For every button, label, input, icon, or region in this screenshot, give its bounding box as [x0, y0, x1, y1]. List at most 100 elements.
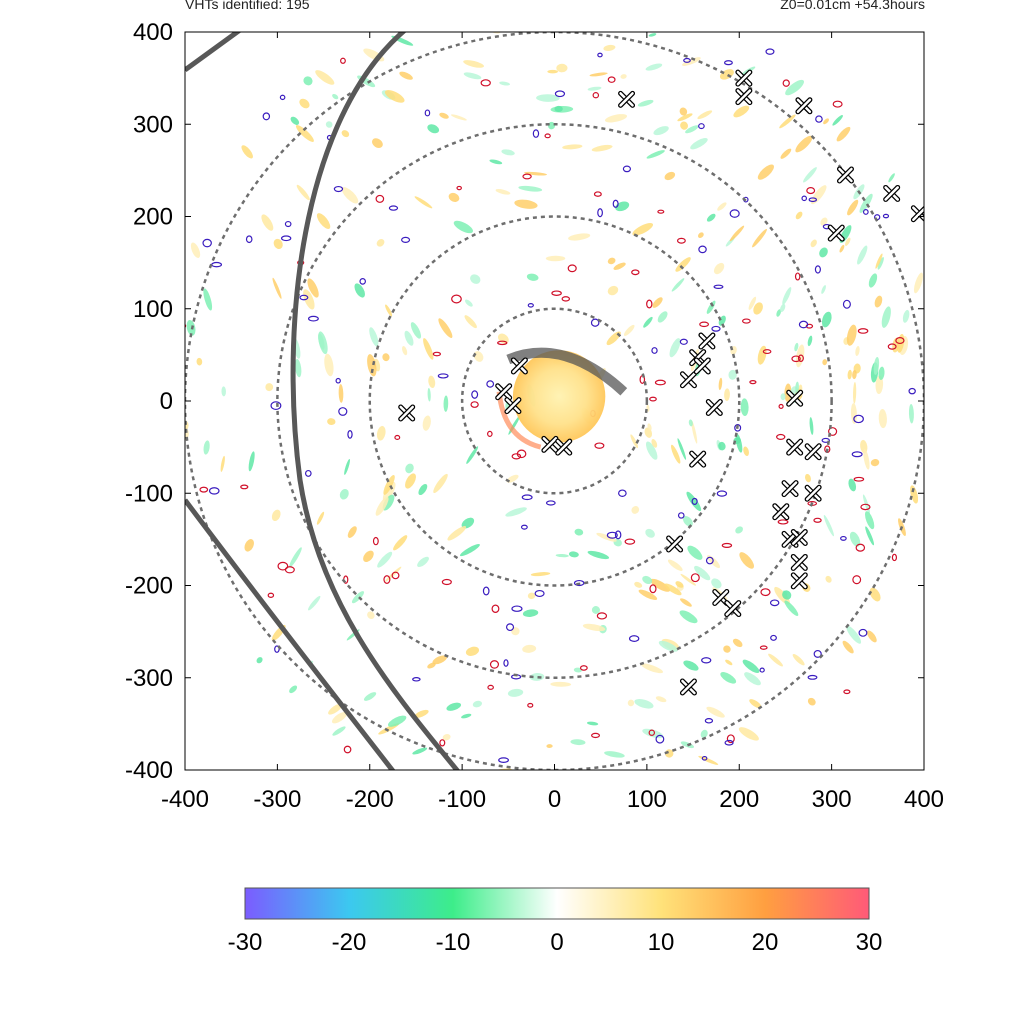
field-blob [256, 657, 263, 664]
vht-marker [883, 184, 901, 202]
contour-cell [498, 757, 509, 763]
field-blob [934, 301, 947, 325]
field-blob [821, 285, 826, 294]
contour-cell [480, 79, 491, 87]
vht-marker-stroke [707, 400, 722, 415]
contour-cell [851, 451, 863, 458]
vht-marker-stroke [736, 70, 752, 86]
contour-cell [657, 209, 665, 214]
field-blob [848, 478, 857, 492]
contour-cell [929, 406, 934, 412]
contour-cell [520, 524, 528, 530]
contour-cell [778, 403, 784, 409]
contour-cell [486, 380, 495, 388]
contour-cell [491, 604, 500, 613]
field-blob [936, 490, 949, 511]
contour-cell [561, 296, 571, 302]
field-blob [682, 516, 693, 527]
field-blob [289, 685, 298, 694]
field-blob [427, 387, 431, 402]
field-blob [603, 44, 616, 51]
field-blob [273, 238, 283, 250]
field-blob [325, 121, 333, 128]
field-blob [399, 71, 413, 80]
contour-cell [185, 323, 187, 328]
vht-marker [910, 205, 924, 223]
contour-cell [280, 235, 292, 242]
vht-marker-stroke [695, 358, 710, 374]
field-blob [372, 138, 383, 148]
vht-marker [618, 90, 636, 108]
field-blob [794, 342, 799, 352]
contour-cell [500, 0, 509, 6]
vht-marker-stroke [787, 439, 802, 455]
field-blob [782, 590, 792, 600]
contour-cell [734, 424, 742, 432]
y-tick-label: -400 [125, 757, 173, 784]
contour-cell [813, 517, 822, 523]
field-blob [203, 288, 213, 311]
colorbar-strip [244, 887, 870, 920]
contour-cell [593, 191, 602, 197]
contour-cell [597, 52, 603, 58]
contour-cell [340, 57, 346, 64]
field-blob [908, 403, 914, 424]
contour-cell [853, 476, 865, 482]
vht-marker [827, 224, 845, 242]
x-tick-label: -400 [161, 786, 209, 813]
vht-marker [786, 438, 804, 456]
field-blob [807, 697, 816, 706]
contour-cell [813, 649, 822, 658]
vht-markers [398, 69, 924, 696]
field-blob [604, 751, 625, 758]
contour-cell [936, 291, 942, 298]
vht-marker [790, 553, 808, 571]
vht-marker [795, 97, 813, 115]
field-blob [953, 379, 957, 401]
field-blob [845, 237, 851, 246]
field-blob [677, 113, 693, 122]
vht-marker-stroke [805, 486, 821, 501]
field-blob [524, 171, 548, 176]
contour-cell [749, 380, 757, 385]
contour-cell [592, 92, 600, 99]
field-blob [536, 94, 560, 102]
field-blob [931, 260, 940, 269]
contour-cell [267, 592, 275, 598]
y-tick-label: 0 [160, 388, 173, 415]
vht-marker [804, 484, 822, 502]
contour-cell [383, 575, 391, 584]
field-blob [404, 330, 414, 346]
field-blob [522, 644, 537, 653]
contour-cell [338, 407, 348, 416]
field-blob [752, 228, 767, 248]
y-tick-label: -200 [125, 573, 173, 600]
contour-cell [655, 12, 661, 17]
field-blob [779, 114, 796, 129]
contour-cell [607, 76, 616, 83]
contour-cell [701, 755, 708, 761]
field-blob [470, 274, 481, 284]
field-blob [351, 591, 365, 604]
contour-cell [146, 353, 153, 359]
contour-cell [245, 235, 253, 244]
contour-cell [705, 556, 714, 565]
field-blob [711, 578, 722, 589]
vht-marker-stroke [792, 573, 807, 589]
field-blob [774, 586, 790, 605]
field-blob [589, 72, 608, 77]
contour-cell [388, 205, 399, 211]
contour-cell [797, 354, 804, 362]
field-blob [341, 130, 350, 138]
field-blob [385, 304, 393, 317]
field-blob [324, 353, 334, 377]
contour-cell [624, 538, 636, 545]
field-blob [782, 287, 792, 305]
vht-marker [510, 357, 528, 375]
contour-cell [701, 657, 712, 664]
field-blob [823, 118, 830, 125]
field-blob [795, 381, 799, 394]
field-blob [464, 315, 477, 329]
field-blob [742, 659, 760, 674]
x-tick-label: 400 [904, 786, 944, 813]
